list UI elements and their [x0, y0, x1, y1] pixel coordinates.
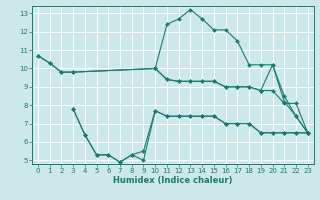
X-axis label: Humidex (Indice chaleur): Humidex (Indice chaleur): [113, 176, 233, 185]
